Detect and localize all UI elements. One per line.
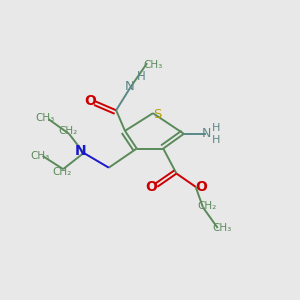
Text: N: N bbox=[201, 127, 211, 140]
Text: H: H bbox=[212, 135, 220, 145]
Text: S: S bbox=[153, 108, 161, 121]
Text: O: O bbox=[146, 180, 158, 194]
Text: CH₃: CH₃ bbox=[143, 60, 163, 70]
Text: O: O bbox=[195, 180, 207, 194]
Text: H: H bbox=[137, 70, 146, 83]
Text: N: N bbox=[124, 80, 134, 93]
Text: CH₃: CH₃ bbox=[30, 151, 49, 161]
Text: N: N bbox=[75, 145, 87, 158]
Text: H: H bbox=[212, 123, 220, 133]
Text: CH₂: CH₂ bbox=[58, 126, 77, 136]
Text: CH₃: CH₃ bbox=[212, 223, 232, 233]
Text: CH₂: CH₂ bbox=[198, 201, 217, 211]
Text: CH₂: CH₂ bbox=[52, 167, 71, 177]
Text: O: O bbox=[84, 94, 96, 108]
Text: CH₃: CH₃ bbox=[36, 112, 55, 123]
